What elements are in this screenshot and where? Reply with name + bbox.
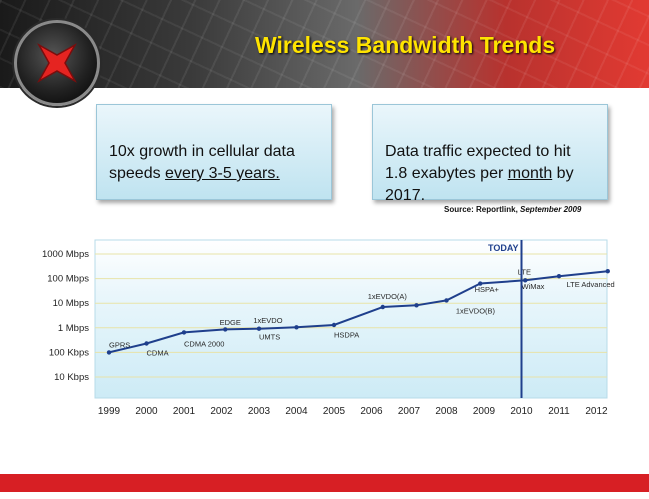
slide-title: Wireless Bandwidth Trends bbox=[255, 32, 556, 58]
source-prefix: Source: Reportlink, bbox=[444, 205, 521, 214]
series-layer bbox=[106, 268, 610, 355]
x-tick-label: 2008 bbox=[435, 406, 458, 417]
data-point bbox=[256, 326, 262, 331]
data-point bbox=[181, 330, 187, 335]
tech-annotation: 1xEVDO(A) bbox=[368, 292, 408, 301]
data-point bbox=[556, 274, 562, 279]
x-tick-label: 2001 bbox=[173, 406, 196, 417]
data-point bbox=[106, 350, 112, 355]
y-tick-label: 100 Mbps bbox=[47, 274, 89, 285]
x-tick-label: 2004 bbox=[285, 406, 308, 417]
x-tick-label: 2012 bbox=[585, 406, 608, 417]
callout-traffic: Data traffic expected to hit 1.8 exabyte… bbox=[372, 104, 608, 204]
tech-annotation: CDMA bbox=[147, 348, 169, 357]
callout-growth-text: 10x growth in cellular data speeds bbox=[109, 143, 295, 182]
red-x-logo-icon bbox=[14, 20, 100, 106]
x-tick-label: 2010 bbox=[510, 406, 533, 417]
data-point bbox=[605, 268, 610, 274]
data-point bbox=[294, 325, 299, 330]
x-tick-label: 2006 bbox=[360, 406, 383, 417]
x-tick-label: 2003 bbox=[248, 406, 271, 417]
footer-stripe bbox=[0, 474, 649, 492]
y-tick-label: 1000 Mbps bbox=[42, 249, 89, 260]
banner-texture bbox=[0, 0, 649, 88]
today-label: TODAY bbox=[488, 243, 519, 253]
x-tick-label: 2002 bbox=[210, 406, 233, 417]
x-tick-label: 2005 bbox=[323, 406, 346, 417]
source-date: September 2009 bbox=[520, 205, 582, 214]
tech-annotation: HSDPA bbox=[334, 331, 359, 340]
data-point bbox=[414, 303, 419, 308]
callout-traffic-tail: by 2017. bbox=[385, 165, 574, 204]
data-point bbox=[523, 278, 528, 283]
x-tick-label: 2011 bbox=[548, 406, 570, 417]
callout-growth: 10x growth in cellular data speeds every… bbox=[96, 104, 332, 200]
x-tick-label: 2000 bbox=[135, 406, 158, 417]
source-citation: Source: Reportlink, September 2009 bbox=[444, 205, 581, 214]
tech-annotation: LTE Advanced bbox=[567, 280, 615, 289]
data-point bbox=[331, 322, 337, 328]
tech-annotation: EDGE bbox=[220, 318, 241, 327]
y-tick-label: 1 Mbps bbox=[58, 323, 89, 334]
x-tick-label: 1999 bbox=[98, 406, 121, 417]
y-axis-labels: 1000 Mbps 100 Mbps 10 Mbps 1 Mbps 100 Kbps 10… bbox=[42, 249, 89, 383]
today-marker-group: TODAY bbox=[488, 240, 523, 398]
tech-annotation: WiMax bbox=[522, 282, 545, 291]
data-point bbox=[444, 298, 449, 303]
annotation-layer: GPRS CDMA CDMA 2000 EDGE 1xEVDO UMTS HSDPA 1xEV… bbox=[109, 267, 615, 357]
tech-annotation: UMTS bbox=[259, 333, 280, 342]
tech-annotation: 1xEVDO(B) bbox=[456, 306, 496, 315]
header-banner bbox=[0, 0, 649, 88]
tech-annotation: LTE bbox=[518, 267, 531, 276]
x-axis-labels: 1999 2000 2001 2002 2003 2004 2005 2006 2007 2008… bbox=[98, 406, 608, 417]
tech-annotation: GPRS bbox=[109, 340, 130, 349]
tech-annotation: CDMA 2000 bbox=[184, 340, 224, 349]
x-tick-label: 2009 bbox=[473, 406, 496, 417]
data-point bbox=[380, 304, 385, 310]
y-tick-label: 100 Kbps bbox=[49, 347, 89, 358]
y-tick-label: 10 Kbps bbox=[54, 372, 89, 383]
y-tick-label: 10 Mbps bbox=[53, 298, 90, 309]
callout-growth-underlined: every 3-5 years. bbox=[165, 165, 280, 182]
tech-annotation: 1xEVDO bbox=[253, 316, 282, 325]
bandwidth-chart: 1000 Mbps 100 Mbps 10 Mbps 1 Mbps 100 Kbps 10… bbox=[42, 239, 615, 417]
data-point bbox=[144, 341, 149, 346]
x-tick-label: 2007 bbox=[398, 406, 421, 417]
data-point bbox=[478, 281, 483, 286]
x-glyph bbox=[37, 43, 77, 83]
data-point bbox=[223, 327, 228, 332]
tech-annotation: HSPA+ bbox=[475, 285, 500, 294]
callout-traffic-underlined: month bbox=[507, 165, 553, 182]
callout-traffic-text: Data traffic expected to hit 1.8 exabyte… bbox=[385, 143, 571, 182]
series-line-0 bbox=[108, 270, 608, 354]
